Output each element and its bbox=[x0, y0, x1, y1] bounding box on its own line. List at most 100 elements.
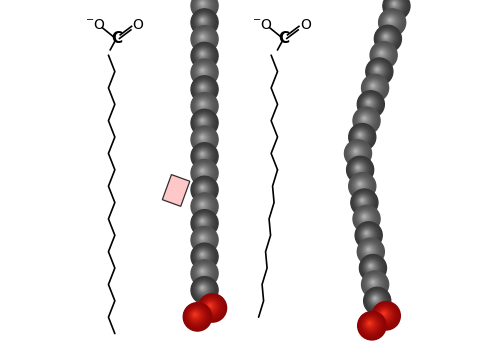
Circle shape bbox=[358, 183, 361, 185]
Circle shape bbox=[354, 192, 374, 213]
Circle shape bbox=[385, 0, 407, 16]
Circle shape bbox=[375, 47, 390, 62]
Circle shape bbox=[351, 126, 372, 147]
Circle shape bbox=[198, 267, 208, 277]
Circle shape bbox=[369, 292, 383, 307]
Circle shape bbox=[196, 232, 210, 246]
Circle shape bbox=[371, 295, 380, 304]
Circle shape bbox=[194, 146, 214, 166]
Circle shape bbox=[371, 42, 396, 68]
Circle shape bbox=[365, 289, 388, 312]
Circle shape bbox=[359, 197, 366, 205]
Circle shape bbox=[198, 250, 208, 261]
Circle shape bbox=[194, 112, 214, 132]
Circle shape bbox=[372, 43, 394, 66]
Circle shape bbox=[355, 130, 366, 141]
Circle shape bbox=[370, 42, 397, 69]
Circle shape bbox=[356, 223, 381, 247]
Circle shape bbox=[191, 109, 218, 136]
Circle shape bbox=[377, 306, 394, 324]
Circle shape bbox=[198, 150, 208, 160]
Circle shape bbox=[197, 115, 209, 127]
Circle shape bbox=[350, 125, 374, 149]
Circle shape bbox=[357, 132, 364, 139]
Circle shape bbox=[381, 11, 402, 32]
Circle shape bbox=[364, 98, 375, 108]
Circle shape bbox=[201, 297, 222, 318]
Circle shape bbox=[192, 110, 217, 135]
Circle shape bbox=[195, 163, 213, 181]
Circle shape bbox=[355, 179, 366, 190]
Circle shape bbox=[196, 132, 210, 145]
Circle shape bbox=[196, 15, 210, 28]
Circle shape bbox=[196, 115, 210, 129]
Circle shape bbox=[361, 199, 364, 202]
Circle shape bbox=[198, 83, 208, 93]
Circle shape bbox=[371, 43, 395, 67]
Circle shape bbox=[198, 116, 208, 127]
Circle shape bbox=[198, 16, 208, 26]
Circle shape bbox=[191, 26, 217, 52]
Circle shape bbox=[193, 45, 215, 66]
Circle shape bbox=[194, 246, 214, 266]
Circle shape bbox=[362, 229, 372, 238]
Circle shape bbox=[371, 64, 385, 77]
Circle shape bbox=[191, 26, 218, 53]
Circle shape bbox=[204, 299, 218, 314]
Circle shape bbox=[194, 129, 214, 149]
Circle shape bbox=[191, 194, 217, 219]
Circle shape bbox=[192, 227, 217, 252]
Circle shape bbox=[373, 297, 378, 301]
Circle shape bbox=[354, 206, 378, 231]
Circle shape bbox=[365, 274, 383, 293]
Circle shape bbox=[195, 63, 212, 80]
Circle shape bbox=[199, 168, 207, 175]
Circle shape bbox=[193, 11, 216, 33]
Circle shape bbox=[350, 174, 374, 198]
Circle shape bbox=[194, 280, 214, 299]
Circle shape bbox=[355, 178, 368, 192]
Circle shape bbox=[193, 229, 215, 250]
Circle shape bbox=[372, 64, 384, 76]
Circle shape bbox=[191, 277, 217, 303]
Circle shape bbox=[198, 0, 207, 9]
Circle shape bbox=[361, 271, 388, 298]
Circle shape bbox=[200, 152, 205, 157]
Circle shape bbox=[198, 167, 207, 176]
Circle shape bbox=[393, 3, 395, 5]
Circle shape bbox=[196, 98, 210, 112]
Circle shape bbox=[197, 199, 209, 211]
Circle shape bbox=[376, 305, 395, 324]
Circle shape bbox=[369, 278, 378, 287]
Circle shape bbox=[368, 263, 374, 269]
Circle shape bbox=[372, 296, 379, 302]
Circle shape bbox=[383, 34, 389, 40]
Circle shape bbox=[353, 162, 365, 174]
Circle shape bbox=[360, 94, 380, 114]
Circle shape bbox=[360, 314, 382, 336]
Circle shape bbox=[193, 279, 215, 300]
Circle shape bbox=[200, 219, 205, 224]
Circle shape bbox=[355, 179, 367, 191]
Circle shape bbox=[362, 215, 367, 219]
Circle shape bbox=[368, 277, 380, 289]
Circle shape bbox=[377, 48, 387, 59]
Circle shape bbox=[349, 158, 371, 181]
Circle shape bbox=[356, 110, 376, 130]
Circle shape bbox=[200, 252, 205, 257]
Circle shape bbox=[366, 58, 393, 85]
Circle shape bbox=[195, 114, 212, 130]
Circle shape bbox=[366, 100, 371, 105]
Circle shape bbox=[351, 146, 363, 158]
Circle shape bbox=[197, 65, 209, 77]
Circle shape bbox=[363, 244, 377, 257]
Circle shape bbox=[354, 192, 374, 212]
Circle shape bbox=[358, 239, 383, 265]
Circle shape bbox=[195, 80, 212, 97]
Circle shape bbox=[200, 296, 224, 319]
Circle shape bbox=[357, 181, 364, 188]
Circle shape bbox=[382, 12, 400, 31]
Circle shape bbox=[200, 119, 205, 123]
Circle shape bbox=[192, 127, 217, 151]
Circle shape bbox=[363, 97, 376, 109]
